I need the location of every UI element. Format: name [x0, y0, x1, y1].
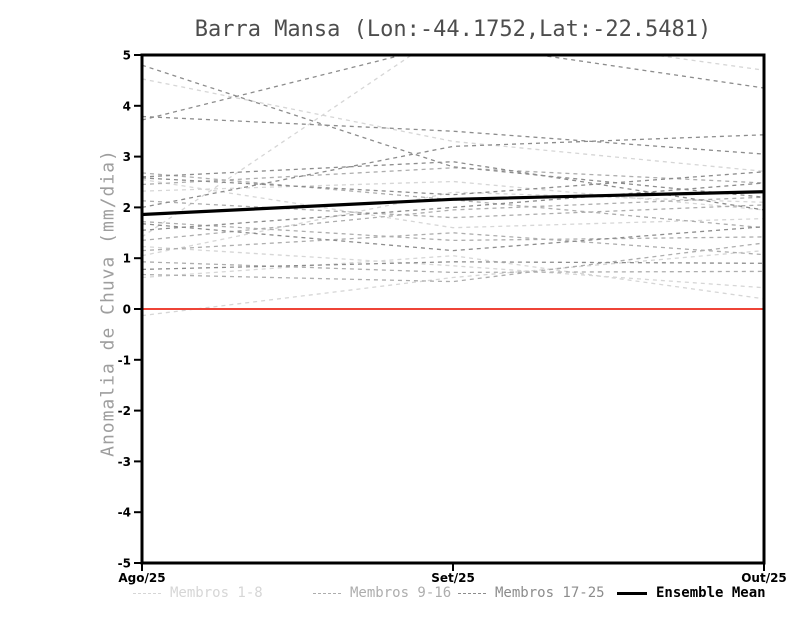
- member-line: [142, 171, 764, 196]
- y-tick-label: -1: [118, 353, 131, 367]
- y-tick-label: 1: [123, 252, 131, 266]
- x-tick-label: Set/25: [431, 571, 475, 585]
- member-line: [142, 55, 764, 238]
- member-line: [142, 191, 764, 257]
- member-line: [142, 255, 764, 300]
- y-tick-label: -3: [118, 455, 131, 469]
- member-line: [142, 223, 764, 252]
- y-tick-label: 2: [123, 201, 131, 215]
- y-tick-label: 5: [123, 49, 131, 63]
- y-tick-label: 4: [123, 99, 131, 113]
- legend-label: Membros 1-8: [170, 585, 263, 601]
- legend: Membros 1-8 Membros 9-16 Membros 17-25 E…: [0, 585, 800, 603]
- member-line: [142, 196, 764, 242]
- member-line: [142, 245, 764, 289]
- member-line: [142, 220, 764, 242]
- ensemble-mean-line: [142, 190, 764, 217]
- member-line: [142, 161, 764, 211]
- member-line: [142, 242, 764, 283]
- member-line: [142, 115, 764, 155]
- x-tick-label: Ago/25: [118, 571, 165, 585]
- dashed-line-sample-icon: [133, 592, 161, 594]
- legend-label: Membros 9-16: [350, 585, 452, 601]
- member-line: [142, 178, 764, 229]
- member-line: [142, 55, 764, 121]
- member-line: [142, 78, 764, 172]
- y-tick-label: -2: [118, 404, 131, 418]
- member-line: [142, 182, 764, 231]
- legend-item-membros-1-8: Membros 1-8: [133, 585, 263, 601]
- legend-item-membros-9-16: Membros 9-16: [313, 585, 451, 601]
- member-line: [142, 261, 764, 271]
- member-line: [142, 64, 764, 198]
- member-line: [142, 232, 764, 256]
- member-line: [142, 167, 764, 186]
- y-tick-label: 0: [123, 303, 131, 317]
- legend-item-ensemble-mean: Ensemble Mean: [617, 585, 766, 601]
- legend-label: Ensemble Mean: [656, 585, 766, 601]
- member-line: [142, 134, 764, 209]
- member-line: [142, 249, 764, 317]
- y-tick-label: -5: [118, 557, 131, 571]
- chart-title: Barra Mansa (Lon:-44.1752,Lat:-22.5481): [194, 17, 712, 42]
- solid-line-sample-icon: [617, 591, 647, 595]
- legend-label: Membros 17-25: [495, 585, 605, 601]
- y-tick-label: 3: [123, 150, 131, 164]
- legend-item-membros-17-25: Membros 17-25: [458, 585, 605, 601]
- dashed-line-sample-icon: [313, 592, 341, 594]
- dashed-line-sample-icon: [458, 592, 486, 594]
- x-tick-label: Out/25: [741, 571, 787, 585]
- y-tick-label: -4: [118, 506, 131, 520]
